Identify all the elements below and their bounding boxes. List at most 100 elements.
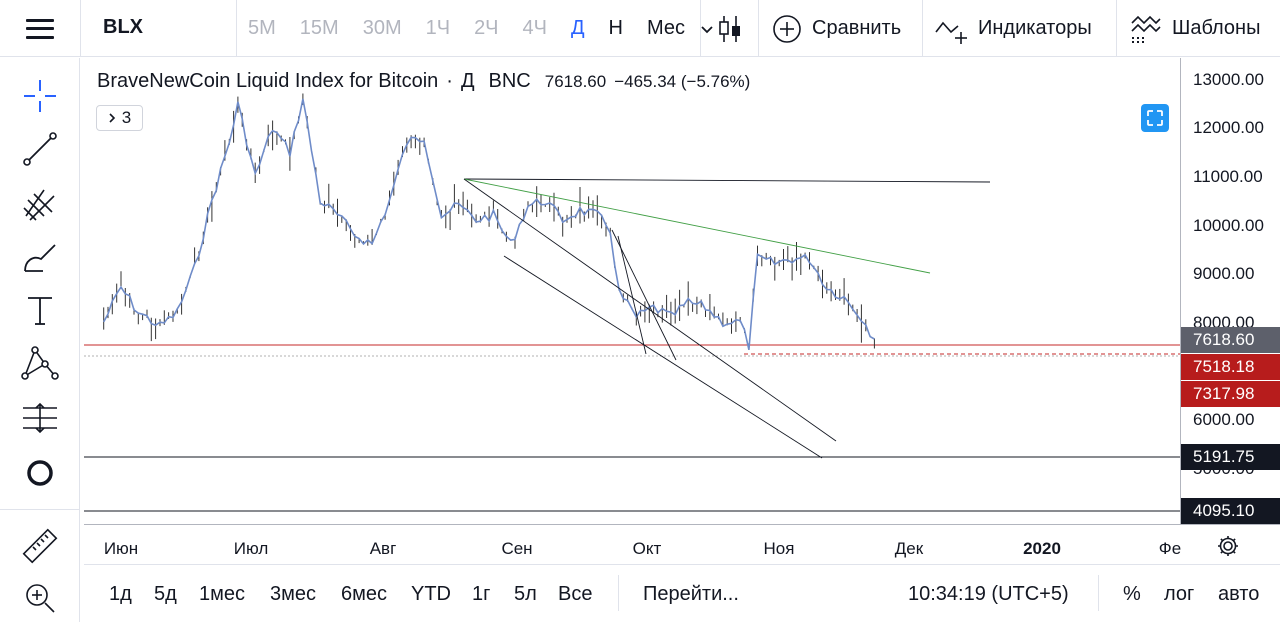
- forecast-icon: [21, 400, 59, 436]
- time-tick: Июн: [103, 539, 139, 558]
- range-all[interactable]: Все: [558, 583, 593, 605]
- text-icon: [25, 295, 55, 327]
- top-toolbar: BLX 5М 15М 30М 1Ч 2Ч 4Ч Д Н Мес Сравнить: [0, 0, 1280, 57]
- range-5d[interactable]: 5д: [154, 583, 177, 605]
- indicators-button[interactable]: Индикаторы: [934, 0, 1092, 57]
- auto-scale-toggle[interactable]: авто: [1218, 583, 1260, 605]
- circle-icon: [25, 458, 55, 488]
- price-tick: 6000.00: [1193, 410, 1255, 429]
- indicators-icon: [934, 14, 978, 44]
- trend-line: [617, 235, 647, 355]
- level-price-value: 5191.75: [1193, 447, 1255, 466]
- symbol-search-button[interactable]: BLX: [103, 16, 143, 38]
- forecast-tool[interactable]: [18, 396, 62, 440]
- range-1d[interactable]: 1д: [109, 583, 132, 605]
- compare-button[interactable]: Сравнить: [772, 0, 901, 57]
- indicators-label: Индикаторы: [978, 17, 1092, 39]
- interval-selector: 5М 15М 30М 1Ч 2Ч 4Ч Д Н Мес: [248, 0, 715, 57]
- time-tick: Сен: [501, 539, 533, 558]
- price-tick: 9000.00: [1193, 264, 1255, 283]
- time-tick-year: 2020: [1023, 539, 1061, 558]
- trend-line-tool[interactable]: [18, 127, 62, 171]
- interval-4h[interactable]: 4Ч: [522, 17, 547, 39]
- pattern-tool[interactable]: [18, 342, 62, 386]
- time-tick: Авг: [369, 539, 397, 558]
- bottom-toolbar: 1д 5д 1мес 3мес 6мес YTD 1г 5л Все Перей…: [84, 564, 1280, 622]
- level-price-label: 7317.98: [1181, 381, 1280, 407]
- range-1y[interactable]: 1г: [472, 583, 491, 605]
- pitchfork-tool[interactable]: [18, 182, 62, 226]
- level-price-value: 7317.98: [1193, 384, 1255, 403]
- toolbar-divider: [922, 0, 923, 57]
- chevron-down-icon[interactable]: [699, 21, 715, 37]
- timezone-clock[interactable]: 10:34:19 (UTC+5): [908, 583, 1069, 605]
- templates-label: Шаблоны: [1172, 17, 1261, 39]
- percent-scale-toggle[interactable]: %: [1123, 583, 1141, 605]
- menu-button[interactable]: [0, 0, 80, 57]
- horizontal-ray: [463, 178, 991, 183]
- indicators-toggle-button[interactable]: 3: [96, 105, 143, 131]
- level-price-label: 5191.75: [1181, 444, 1280, 470]
- price-tick: 13000.00: [1193, 70, 1264, 89]
- interval-2h[interactable]: 2Ч: [474, 17, 499, 39]
- brush-tool[interactable]: [18, 236, 62, 280]
- crosshair-tool[interactable]: [18, 74, 62, 118]
- goto-date-button[interactable]: Перейти...: [643, 583, 739, 605]
- legend-change: −465.34 (−5.76%): [614, 72, 751, 91]
- interval-1h[interactable]: 1Ч: [425, 17, 451, 39]
- range-1m[interactable]: 1мес: [199, 583, 245, 605]
- trend-line: [463, 178, 931, 274]
- trend-line: [611, 229, 677, 361]
- price-line: [102, 98, 875, 350]
- time-tick: Ноя: [763, 539, 795, 558]
- level-price-label: 7518.18: [1181, 354, 1280, 380]
- range-3m[interactable]: 3мес: [270, 583, 316, 605]
- trend-line-icon: [22, 131, 58, 167]
- time-tick: Окт: [632, 539, 662, 558]
- time-tick: Дек: [894, 539, 924, 558]
- interval-15m[interactable]: 15М: [299, 17, 339, 39]
- text-tool[interactable]: [18, 289, 62, 333]
- range-5y[interactable]: 5л: [514, 583, 537, 605]
- toolbar-divider: [80, 0, 81, 57]
- toolbar-divider: [758, 0, 759, 57]
- last-price-label: 7618.60: [1181, 327, 1280, 353]
- brush-icon: [21, 241, 59, 275]
- crosshair-icon: [23, 79, 57, 113]
- range-ytd[interactable]: YTD: [411, 583, 451, 605]
- fullscreen-button[interactable]: [1141, 104, 1169, 132]
- zoom-in-icon: [24, 582, 56, 614]
- templates-icon: [1130, 13, 1172, 45]
- chart-settings-button[interactable]: [1212, 532, 1244, 560]
- range-6m[interactable]: 6мес: [341, 583, 387, 605]
- ruler-tool[interactable]: [18, 524, 62, 568]
- level-price-value: 4095.10: [1193, 501, 1255, 520]
- interval-week[interactable]: Н: [608, 17, 623, 39]
- chart-canvas[interactable]: [84, 58, 1180, 524]
- price-tick: 11000.00: [1193, 167, 1263, 186]
- interval-5m[interactable]: 5М: [248, 17, 276, 39]
- price-scale[interactable]: 13000.00 12000.00 11000.00 10000.00 9000…: [1180, 58, 1280, 524]
- indicator-count: 3: [121, 108, 132, 127]
- interval-month[interactable]: Мес: [646, 17, 685, 39]
- legend-separator: ·: [446, 70, 453, 92]
- log-scale-toggle[interactable]: лог: [1164, 583, 1195, 605]
- interval-30m[interactable]: 30М: [362, 17, 402, 39]
- level-price-value: 7518.18: [1193, 357, 1255, 376]
- time-tick: Фе: [1158, 539, 1182, 558]
- hamburger-icon: [26, 18, 54, 39]
- time-scale[interactable]: Июн Июл Авг Сен Окт Ноя Дек 2020 Фе: [84, 524, 1280, 564]
- chart-pane[interactable]: [84, 58, 1180, 524]
- chevron-right-icon: [108, 112, 116, 124]
- zoom-in-tool[interactable]: [18, 576, 62, 620]
- chart-type-button[interactable]: [716, 0, 754, 57]
- legend-timeframe: Д: [460, 70, 475, 92]
- pitchfork-icon: [22, 186, 58, 222]
- plus-circle-icon: [772, 14, 812, 44]
- legend-symbol-name: BraveNewCoin Liquid Index for Bitcoin: [97, 70, 439, 92]
- gear-icon: [1216, 534, 1240, 558]
- templates-button[interactable]: Шаблоны: [1130, 0, 1260, 57]
- shapes-tool[interactable]: [18, 451, 62, 495]
- interval-day[interactable]: Д: [570, 17, 585, 39]
- legend-exchange: BNC: [488, 70, 531, 92]
